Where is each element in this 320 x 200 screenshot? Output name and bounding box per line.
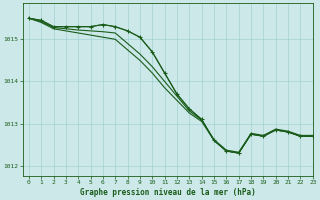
X-axis label: Graphe pression niveau de la mer (hPa): Graphe pression niveau de la mer (hPa) — [80, 188, 256, 197]
